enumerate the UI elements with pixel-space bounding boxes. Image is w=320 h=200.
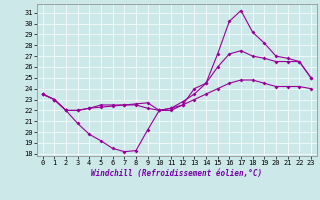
X-axis label: Windchill (Refroidissement éolien,°C): Windchill (Refroidissement éolien,°C) [91,169,262,178]
